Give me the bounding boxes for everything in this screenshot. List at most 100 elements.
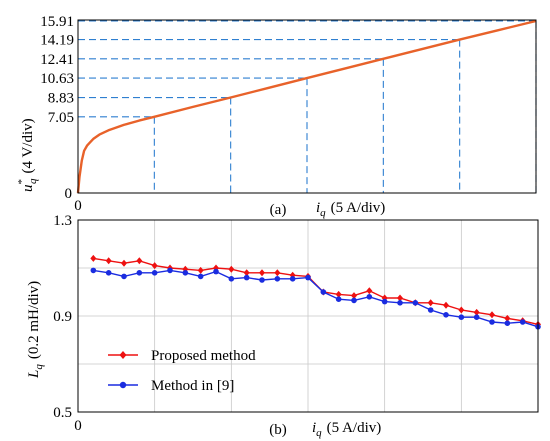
proposed-method-point [351,292,357,300]
method9-point [381,298,388,305]
a-xlabel-var: i [316,200,320,216]
b-ytick-labels: 1.3 0.9 0.5 [53,213,72,421]
method9-point [274,276,281,282]
method9-point [105,270,112,276]
b-series-group [90,254,541,330]
method9-point [458,314,465,321]
proposed-method-point [397,294,403,302]
proposed-method-point [366,287,373,295]
a-ytick-label: 14.19 [40,33,74,49]
b-grid-lines [78,220,538,412]
proposed-method-point [151,262,158,270]
a-ylabel-var: u [20,185,36,193]
a-xlabel-sub: q [320,207,326,219]
b-panel-label: (b) [269,422,287,438]
a-ytick-label: 7.05 [48,110,74,126]
b-ylabel-var: L [26,370,42,379]
proposed-method-point [105,257,112,265]
a-xlabel-unit: (5 A/div) [331,200,386,216]
panel-b: 1.30.90.5 0 (b) iq (5 A/div) Lq(0.2 mH/di… [26,213,541,439]
method9-point [121,273,127,280]
method9-point [427,307,434,313]
method9-point [489,319,495,325]
legend-item-method9: Method in [9] [108,378,234,394]
a-plot-frame [77,19,537,194]
b-legend: Proposed method Method in [9] [108,348,256,394]
a-ytick-labels: 15.91 14.19 12.41 10.63 8.83 7.05 [40,14,74,126]
b-x-origin-label: 0 [74,418,82,434]
method9-point [443,312,449,318]
method9-point [151,270,158,276]
method9-point [136,270,143,276]
proposed-method-point [197,266,204,274]
method9-point [519,319,526,325]
b-y-axis-label: Lq (0.2 mH/div) [26,281,45,379]
b-ylabel-unit: (0.2 mH/div) [26,281,42,359]
b-ylabel-sub: q [33,364,45,370]
method9-point [289,276,296,282]
b-x-axis-label: iq (5 A/div) [312,420,381,439]
method9-point [259,277,265,283]
proposed-method-point [335,290,342,298]
b-xlabel-sub: q [316,427,322,439]
proposed-method-point [243,269,250,277]
legend-item-proposed: Proposed method [108,348,256,364]
legend-proposed-marker [119,351,127,359]
proposed-method-point [443,301,449,309]
method9-line [93,269,539,328]
a-y-origin-label: 0 [65,186,73,202]
method9-point [228,276,235,282]
method9-point [167,267,173,274]
a-ytick-label: 12.41 [40,52,74,68]
a-voltage-curve [76,19,537,194]
method9-point [397,300,403,306]
b-ytick-label: 0.9 [53,309,72,325]
method9-point [213,268,219,275]
method9-point [320,289,327,295]
legend-method9-marker [119,381,127,389]
method9-point [366,294,373,300]
a-panel-label: (a) [270,202,287,218]
method9-point [305,274,311,281]
method9-point [412,300,419,306]
b-ytick-label: 0.5 [53,405,72,421]
proposed-method-point [259,269,265,277]
a-curve-group [76,19,537,194]
method9-point [90,267,97,274]
a-ylabel-sup: * [16,179,28,185]
proposed-method-point [90,254,97,262]
a-ylabel-sub: q [27,178,39,184]
proposed-method-point [473,308,480,316]
proposed-method-point [489,311,495,319]
legend-proposed-label: Proposed method [151,348,256,364]
proposed-method-point [427,299,434,307]
proposed-method-point [136,257,143,265]
b-plot-frame [77,219,539,413]
b-xlabel-var: i [312,420,316,436]
a-ytick-label: 8.83 [48,91,74,107]
method9-point [182,270,189,276]
a-ytick-label: 15.91 [40,14,74,30]
method9-point [473,314,480,321]
method9-point [504,320,511,327]
proposed-method-point [121,259,127,267]
b-ytick-label: 1.3 [53,213,72,229]
a-x-axis-label: iq (5 A/div) [316,200,385,219]
proposed-method-point [458,306,465,314]
method9-point [335,296,342,303]
method9-point [197,273,204,280]
legend-method9-label: Method in [9] [151,378,234,394]
method9-point [351,297,357,304]
method9-point [243,274,250,281]
a-ytick-label: 10.63 [40,71,74,87]
a-ylabel-unit: (4 V/div) [20,118,36,173]
a-guide-lines [78,20,537,193]
a-x-origin-label: 0 [74,198,82,214]
proposed-method-point [504,314,511,322]
a-y-axis-label: u*q (4 V/div) [16,118,39,192]
b-xlabel-unit: (5 A/div) [327,420,382,436]
proposed-method-point [228,265,235,273]
proposed-method-point [274,269,281,277]
